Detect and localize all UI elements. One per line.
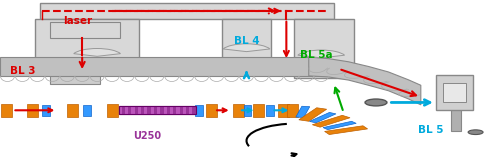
Wedge shape — [298, 50, 345, 58]
Bar — [163, 106, 167, 114]
Text: BL 5a: BL 5a — [300, 50, 333, 60]
Bar — [141, 106, 144, 114]
Bar — [206, 104, 217, 117]
Bar — [125, 106, 128, 114]
Bar — [119, 106, 122, 114]
Circle shape — [468, 130, 483, 135]
Bar — [67, 104, 78, 117]
Text: laser: laser — [63, 16, 92, 26]
Bar — [299, 108, 327, 121]
Bar — [0, 57, 329, 76]
Bar — [40, 3, 334, 19]
Bar — [244, 105, 251, 116]
Bar — [42, 105, 50, 116]
Bar — [154, 106, 157, 114]
Circle shape — [365, 99, 387, 106]
Text: BL 3: BL 3 — [9, 66, 35, 76]
Bar — [325, 126, 368, 135]
Bar — [436, 75, 473, 110]
Text: U250: U250 — [133, 131, 161, 141]
Bar — [266, 105, 274, 116]
Wedge shape — [74, 49, 121, 56]
Bar — [50, 73, 100, 84]
Bar — [50, 22, 120, 38]
Bar — [128, 106, 131, 114]
Bar — [1, 104, 12, 117]
Bar — [131, 106, 134, 114]
Bar — [151, 106, 154, 114]
Bar — [119, 106, 196, 114]
Bar — [157, 106, 160, 114]
Bar — [309, 112, 336, 123]
Bar — [144, 106, 147, 114]
Bar — [176, 106, 180, 114]
Bar — [296, 106, 310, 117]
Bar — [189, 106, 193, 114]
Bar — [35, 19, 139, 75]
Polygon shape — [309, 57, 421, 105]
Bar — [294, 19, 354, 78]
Text: BL 4: BL 4 — [234, 36, 259, 46]
Wedge shape — [223, 44, 270, 52]
Bar — [253, 104, 264, 117]
Bar — [170, 106, 173, 114]
Bar — [195, 105, 203, 116]
Bar — [119, 106, 196, 114]
Bar — [160, 106, 163, 114]
Bar — [107, 104, 118, 117]
Bar — [443, 83, 466, 102]
Bar — [27, 104, 38, 117]
Bar — [193, 106, 196, 114]
Bar — [222, 19, 271, 70]
Bar — [312, 115, 350, 127]
Bar — [323, 121, 356, 130]
Bar — [287, 104, 298, 117]
Bar — [167, 106, 170, 114]
Bar — [183, 106, 186, 114]
Bar — [83, 105, 91, 116]
Bar — [451, 97, 461, 131]
Bar — [147, 106, 151, 114]
Text: BL 5: BL 5 — [418, 125, 444, 135]
Bar — [122, 106, 125, 114]
Bar — [134, 106, 138, 114]
Bar — [186, 106, 189, 114]
Bar — [233, 104, 244, 117]
Bar — [138, 106, 141, 114]
Bar — [180, 106, 183, 114]
Bar — [278, 104, 289, 117]
Bar — [173, 106, 176, 114]
